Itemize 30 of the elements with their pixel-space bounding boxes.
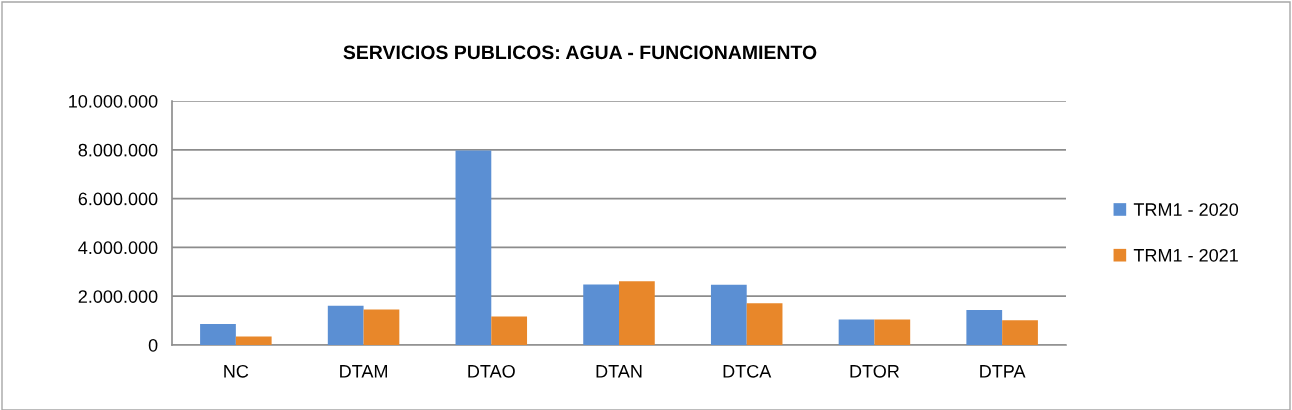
bar bbox=[235, 336, 272, 345]
x-tick-label: DTOR bbox=[850, 364, 900, 378]
x-tick-label: DTAM bbox=[340, 365, 387, 378]
legend-label: TRM1 - 2021 bbox=[1133, 248, 1238, 262]
bar bbox=[491, 316, 528, 345]
y-tick-label: 4.000.000 bbox=[78, 241, 158, 255]
bar bbox=[966, 310, 1003, 345]
y-tick-label: 2.000.000 bbox=[78, 290, 158, 303]
x-tick-label: DTAO bbox=[468, 364, 515, 378]
x-tick-label: DTPA bbox=[980, 365, 1026, 378]
y-tick-label: 0 bbox=[148, 338, 158, 352]
bar bbox=[455, 150, 492, 345]
bar bbox=[200, 324, 236, 345]
bar bbox=[619, 281, 655, 345]
bar bbox=[363, 309, 400, 345]
bar bbox=[746, 303, 783, 345]
legend-label: TRM1 - 2020 bbox=[1133, 203, 1239, 216]
bar bbox=[583, 284, 619, 345]
bar bbox=[874, 319, 911, 345]
bar bbox=[327, 305, 364, 345]
x-tick-label: NC bbox=[224, 364, 249, 378]
chart-title: SERVICIOS PUBLICOS: AGUA - FUNCIONAMIENTO bbox=[343, 45, 817, 60]
x-tick-label: DTCA bbox=[723, 364, 772, 378]
bar bbox=[838, 319, 875, 345]
y-tick-label: 8.000.000 bbox=[78, 143, 158, 157]
bar bbox=[710, 284, 747, 345]
y-tick-label: 6.000.000 bbox=[78, 192, 158, 206]
y-tick-label: 10.000.000 bbox=[69, 94, 158, 108]
x-tick-label: DTAN bbox=[596, 365, 642, 378]
bar bbox=[1002, 320, 1038, 345]
